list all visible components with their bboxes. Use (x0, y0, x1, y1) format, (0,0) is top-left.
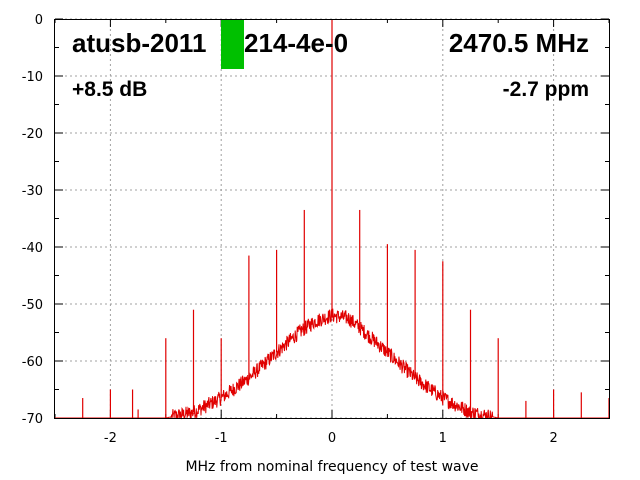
x-tick-label: 0 (328, 431, 336, 446)
y-tick-label: -10 (22, 70, 43, 85)
y-tick-label: -70 (22, 412, 43, 427)
x-tick-label: -1 (215, 431, 228, 446)
y-tick-label: -60 (22, 355, 43, 370)
gain-label: +8.5 dB (72, 78, 147, 101)
x-tick-labels: -2 -1 0 1 2 (104, 431, 558, 446)
y-tick-label: -40 (22, 241, 43, 256)
y-tick-labels: 0 -10 -20 -30 -40 -50 -60 -70 (22, 13, 43, 427)
plot-frame (54, 19, 610, 419)
x-axis-label: MHz from nominal frequency of test wave (185, 459, 478, 475)
offset-label: -2.7 ppm (503, 78, 589, 101)
device-suffix-label: 214-4e-0 (244, 28, 348, 58)
redaction-marker (221, 20, 244, 69)
x-tick-label: 2 (549, 431, 557, 446)
device-label: atusb-2011 (72, 28, 206, 58)
y-tick-label: -50 (22, 298, 43, 313)
y-tick-label: -20 (22, 127, 43, 142)
y-tick-label: 0 (35, 13, 43, 28)
y-tick-label: -30 (22, 184, 43, 199)
frequency-label: 2470.5 MHz (449, 28, 589, 58)
x-tick-label: -2 (104, 431, 117, 446)
x-tick-label: 1 (439, 431, 447, 446)
